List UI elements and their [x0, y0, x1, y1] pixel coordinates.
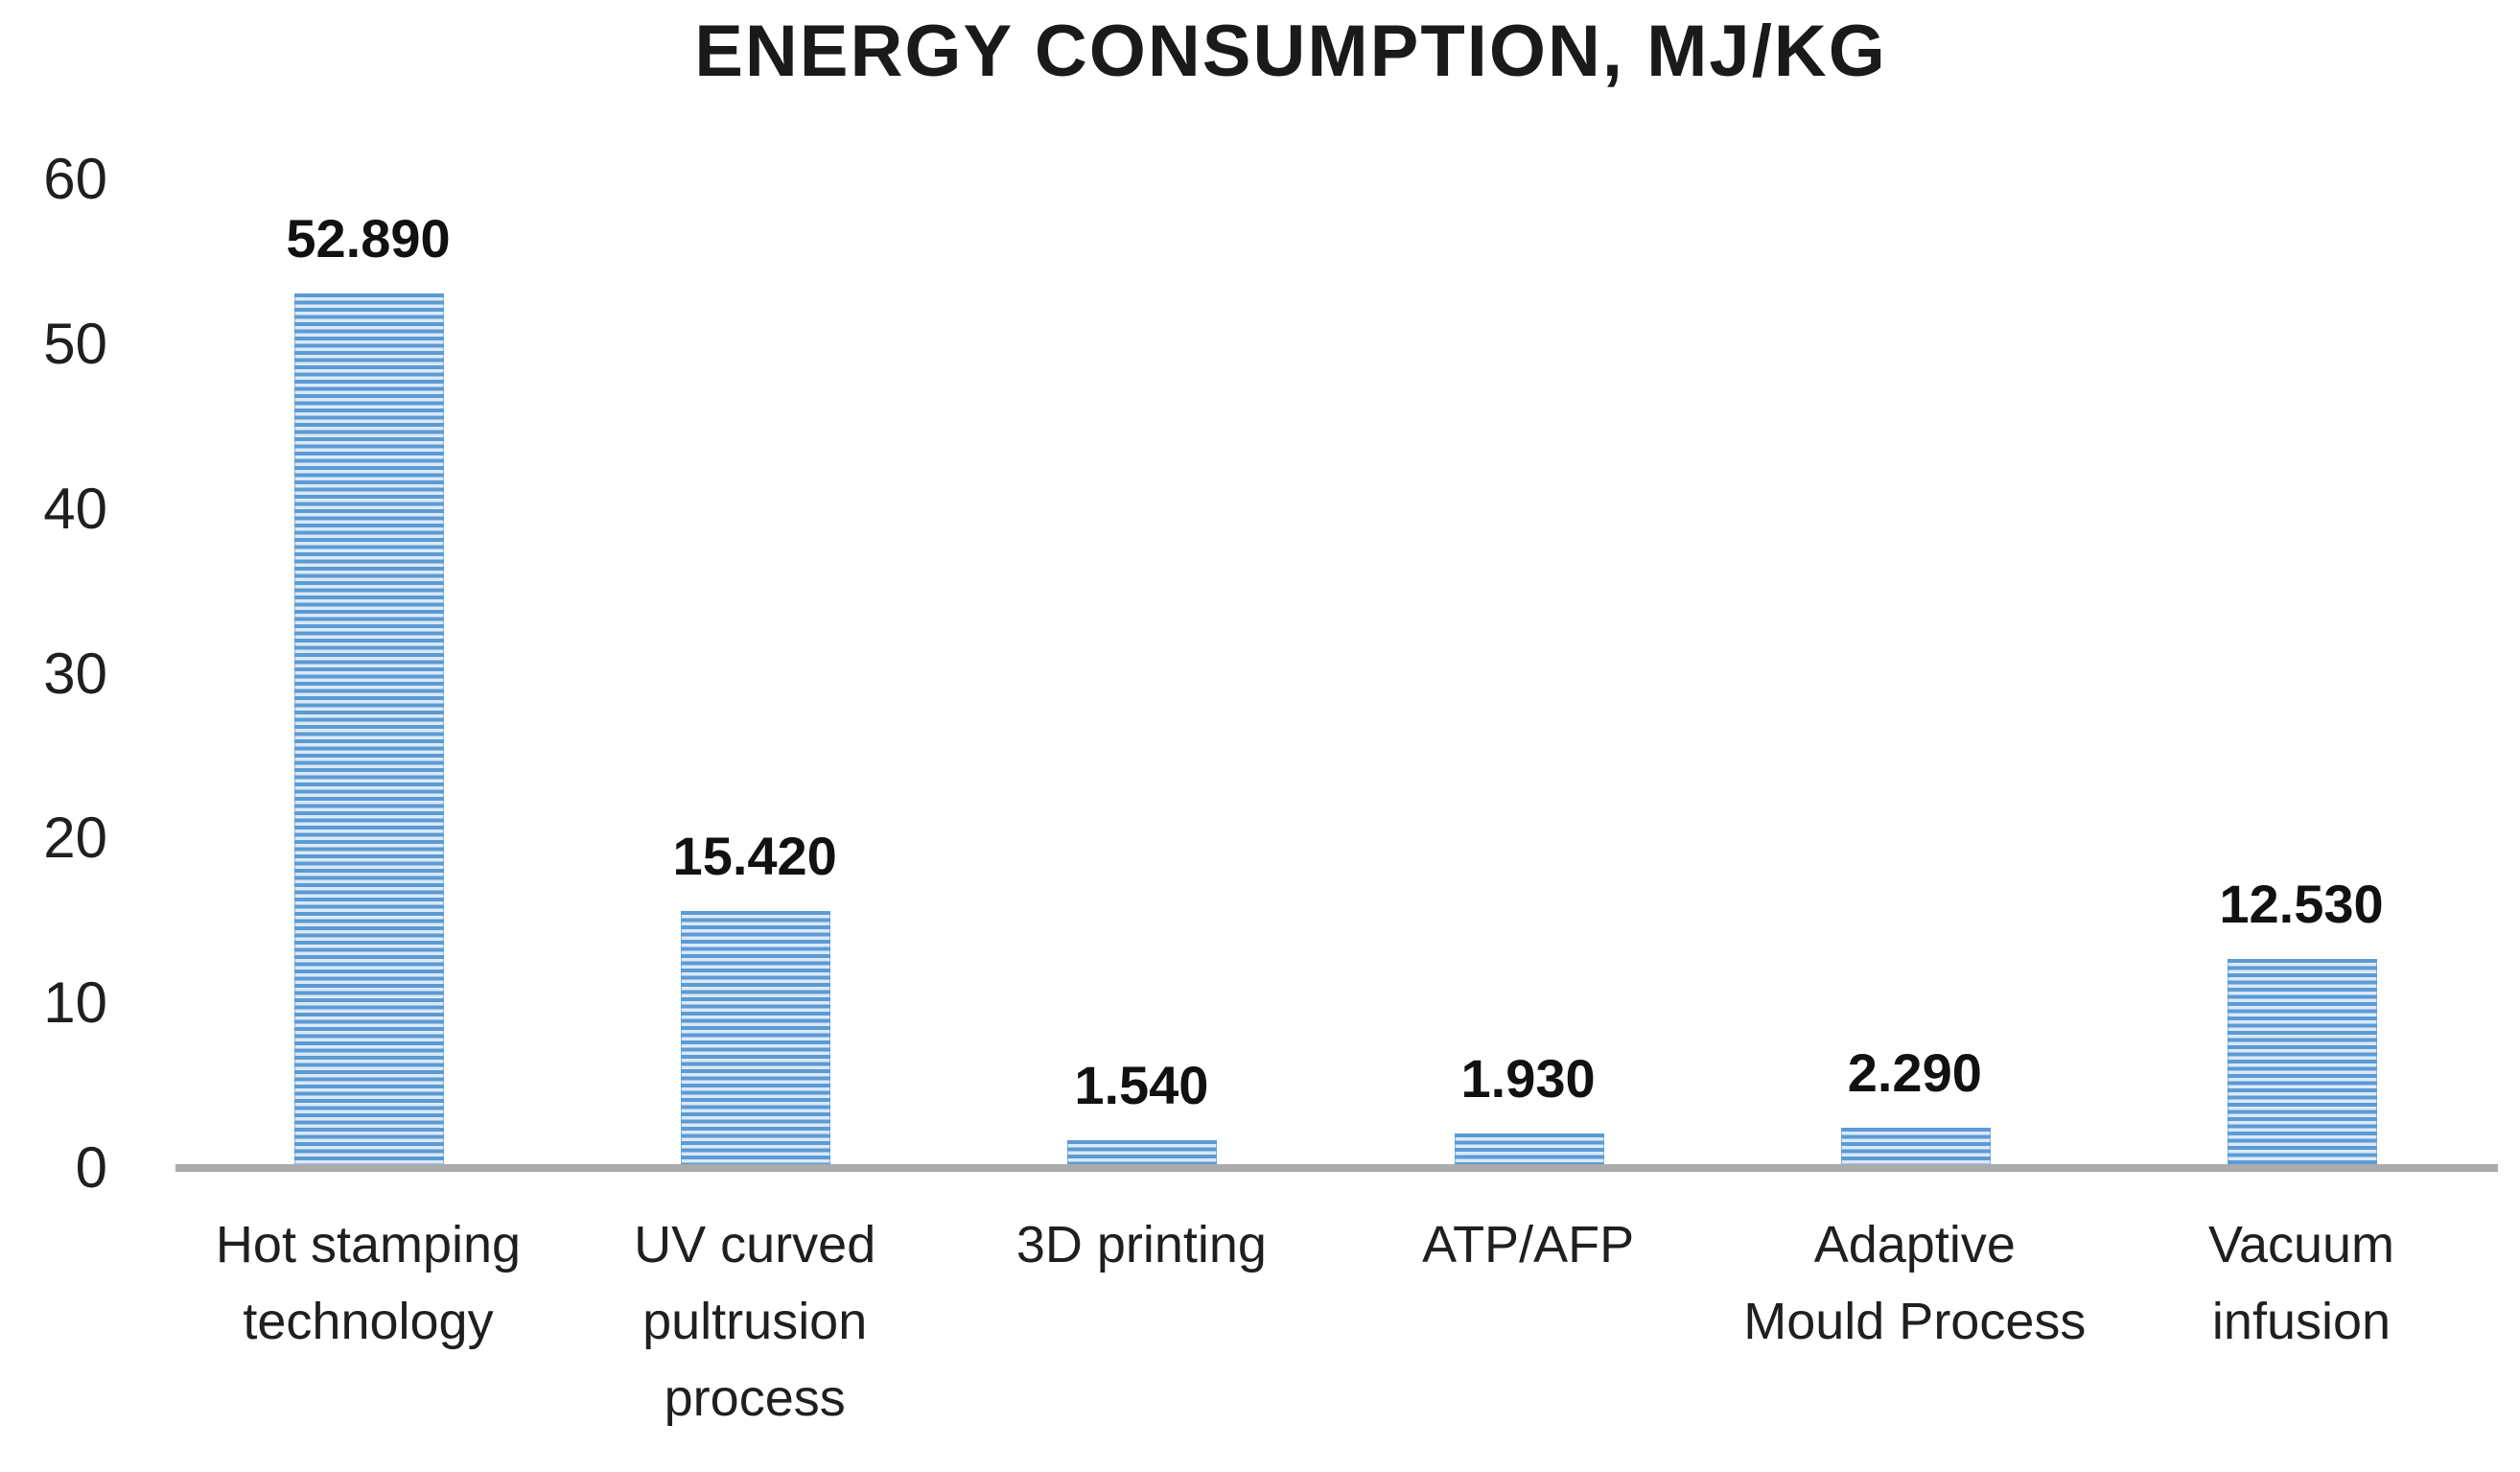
- x-axis-category-label: Adaptive Mould Process: [1743, 1216, 2087, 1350]
- y-axis-tick-label: 20: [43, 806, 107, 871]
- x-axis-line: [175, 1164, 2498, 1172]
- x-axis-category-label: 3D printing: [1015, 1216, 1267, 1273]
- bar: [1067, 1139, 1218, 1165]
- y-axis-tick-label: 50: [43, 312, 107, 376]
- x-axis-category-label: ATP/AFP: [1422, 1216, 1635, 1273]
- bar-value-label: 1.930: [1460, 1047, 1596, 1109]
- bar-value-label: 12.530: [2219, 873, 2384, 934]
- bar: [681, 911, 831, 1165]
- y-axis-tick-label: 60: [43, 147, 107, 212]
- bar-value-label: 1.540: [1074, 1054, 1209, 1115]
- x-axis-category-label: Hot stamping technology: [215, 1216, 522, 1350]
- bar: [294, 293, 444, 1165]
- y-axis-tick-label: 10: [43, 970, 107, 1036]
- y-axis-tick-label: 40: [43, 476, 107, 541]
- bar-value-label: 52.890: [286, 208, 451, 269]
- x-axis-category-label: UV curved pultrusion process: [634, 1216, 876, 1427]
- x-axis-category-label: Vacuum infusion: [2207, 1216, 2395, 1350]
- y-axis-tick-label: 0: [75, 1135, 107, 1200]
- chart-title: ENERGY CONSUMPTION, MJ/KG: [694, 11, 1887, 92]
- bar-value-label: 15.420: [672, 826, 837, 887]
- bar: [1454, 1133, 1604, 1165]
- bar-value-label: 2.290: [1847, 1041, 1982, 1103]
- y-axis-tick-label: 30: [43, 641, 107, 706]
- bar: [1840, 1127, 1991, 1165]
- bar: [2228, 958, 2377, 1165]
